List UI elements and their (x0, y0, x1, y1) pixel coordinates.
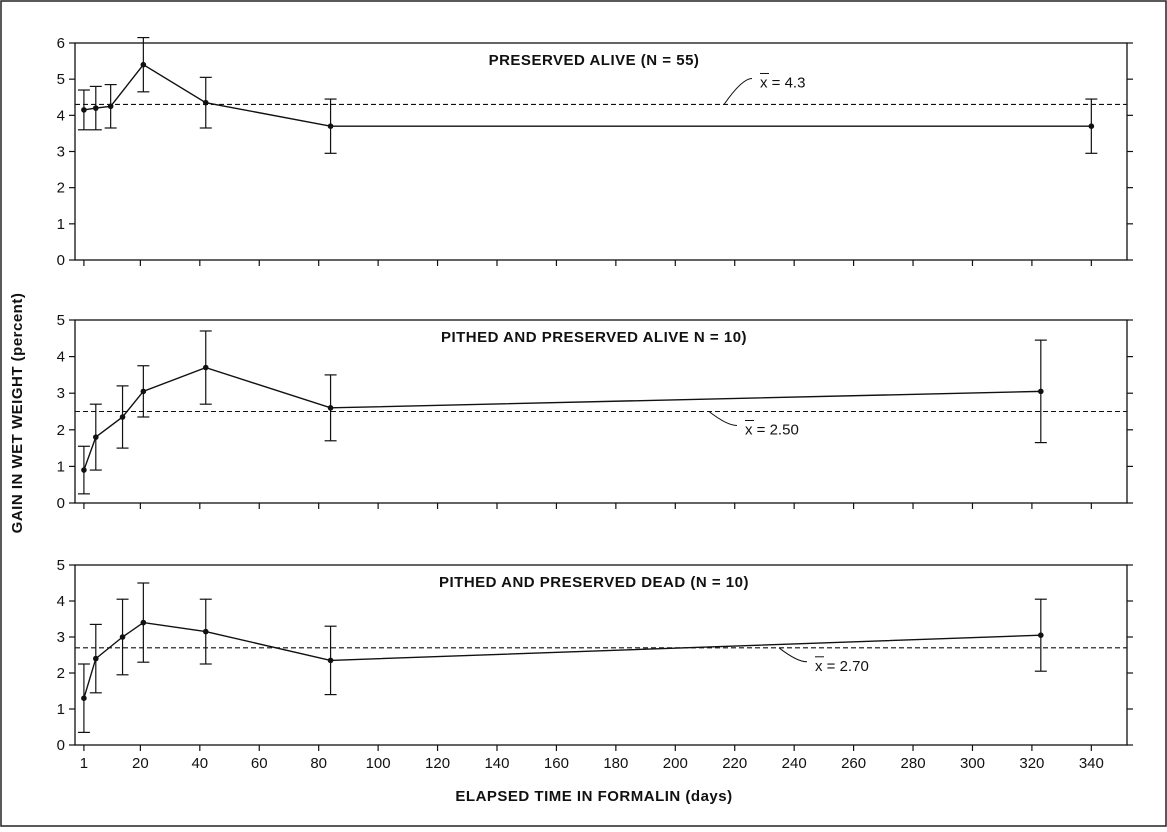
y-tick-label: 5 (57, 312, 65, 329)
x-tick-label: 120 (425, 755, 450, 772)
plot-frame (74, 319, 1128, 504)
x-tick-label: 1 (80, 755, 88, 772)
x-tick-label: 40 (191, 755, 208, 772)
panel-title: PITHED AND PRESERVED DEAD (N = 10) (439, 574, 749, 591)
y-tick-label: 0 (57, 737, 65, 754)
data-point (202, 99, 209, 106)
y-tick-label: 1 (57, 701, 65, 718)
data-point (81, 695, 87, 701)
x-tick-label: 240 (782, 755, 807, 772)
y-tick-label: 0 (57, 252, 65, 269)
x-tick-label: 200 (663, 755, 688, 772)
data-point (81, 467, 87, 473)
y-tick-label: 2 (57, 665, 65, 682)
data-point (140, 61, 147, 68)
data-point (119, 634, 126, 640)
x-tick-label: 280 (901, 755, 926, 772)
mean-label: x = 2.70 (815, 658, 869, 675)
panel-3: 0 1 2 3 4 5 PITHED AND PRESERVED DEAD (N = 10)… (57, 557, 1133, 754)
x-tick-label: 100 (366, 755, 391, 772)
data-point (93, 434, 99, 440)
data-point (140, 619, 147, 626)
data-point (202, 364, 209, 371)
data-point (140, 388, 147, 395)
y-tick-label: 4 (57, 593, 65, 610)
x-tick-label: 180 (603, 755, 628, 772)
series-line (83, 621, 1041, 699)
x-tick-label: 260 (841, 755, 866, 772)
y-tick-label: 6 (57, 35, 65, 52)
x-tick-label: 20 (132, 755, 149, 772)
x-tick-label: 300 (960, 755, 985, 772)
mean-leader (708, 411, 738, 426)
data-point (327, 405, 334, 411)
data-point (1088, 123, 1095, 129)
data-point (93, 655, 99, 662)
y-tick-label: 1 (57, 216, 65, 233)
y-tick-label: 0 (57, 495, 65, 512)
y-axis-title: GAIN IN WET WEIGHT (percent) (9, 293, 26, 534)
y-tick-label: 1 (57, 458, 65, 475)
y-tick-label: 3 (57, 629, 65, 646)
mean-leader (778, 647, 808, 663)
mean-label: x = 4.3 (760, 74, 805, 91)
y-tick-label: 3 (57, 144, 65, 161)
data-point (107, 103, 114, 110)
series-line (83, 366, 1041, 471)
y-tick-label: 4 (57, 349, 65, 366)
y-tick-label: 2 (57, 180, 65, 197)
x-tick-label: 320 (1019, 755, 1044, 772)
x-tick-label: 340 (1079, 755, 1104, 772)
data-point (1038, 388, 1044, 395)
data-point (1038, 632, 1044, 638)
x-tick-label: 60 (251, 755, 268, 772)
y-tick-label: 5 (57, 71, 65, 88)
y-tick-label: 4 (57, 107, 65, 124)
x-tick-label: 220 (722, 755, 747, 772)
x-tick-label: 160 (544, 755, 569, 772)
data-point (202, 628, 209, 635)
panel-1: 0 1 2 3 4 5 6 PRESERVED ALIVE (N = 55) x = 4.3 (57, 35, 1133, 269)
x-axis-title: ELAPSED TIME IN FORMALIN (days) (455, 788, 732, 805)
y-tick-label: 3 (57, 385, 65, 402)
x-tick-label: 140 (484, 755, 509, 772)
series-line (83, 63, 1092, 127)
mean-leader (723, 77, 753, 105)
plot-frame (74, 42, 1128, 261)
mean-label: x = 2.50 (745, 422, 799, 439)
data-point (93, 105, 99, 111)
data-point (327, 657, 334, 664)
panel-title: PRESERVED ALIVE (N = 55) (489, 52, 700, 69)
data-point (119, 414, 126, 420)
panel-2: 0 1 2 3 4 5 PITHED AND PRESERVED ALIVE N = 10)… (57, 312, 1133, 512)
data-point (327, 123, 334, 129)
y-tick-label: 2 (57, 422, 65, 439)
x-axis: 1 20 40 60 80 100 120 140 160 180 200 220 240 260 280 3… (80, 755, 1104, 772)
x-tick-label: 80 (310, 755, 327, 772)
y-tick-label: 5 (57, 557, 65, 574)
panels: 0 1 2 3 4 5 6 PRESERVED ALIVE (N = 55) x = 4.3 0 1… (57, 35, 1133, 754)
data-point (81, 107, 87, 113)
panel-title: PITHED AND PRESERVED ALIVE N = 10) (441, 329, 747, 346)
plot-frame (74, 564, 1128, 746)
